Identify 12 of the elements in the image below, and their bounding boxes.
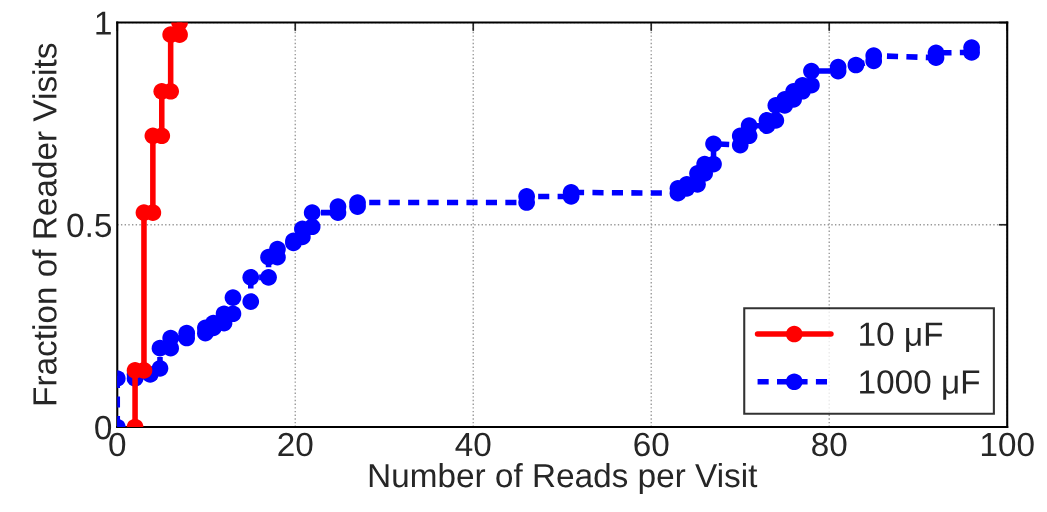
x-axis-title: Number of Reads per Visit [369, 462, 758, 495]
x-tick-label: 80 [812, 432, 847, 457]
x-tick-label: 20 [278, 432, 313, 457]
legend-label: 10 μF [860, 322, 943, 353]
x-tick-label: 100 [981, 432, 1034, 457]
legend-label: 1000 μF [860, 370, 980, 400]
y-axis-title: Fraction of Reader Visits [32, 43, 57, 405]
x-tick-label: 60 [634, 432, 669, 457]
y-tick-label: 1 [96, 11, 111, 35]
y-tick-label: 0.5 [67, 213, 112, 238]
x-tick-label: 40 [455, 432, 491, 457]
y-tick-label: 0 [95, 415, 112, 440]
